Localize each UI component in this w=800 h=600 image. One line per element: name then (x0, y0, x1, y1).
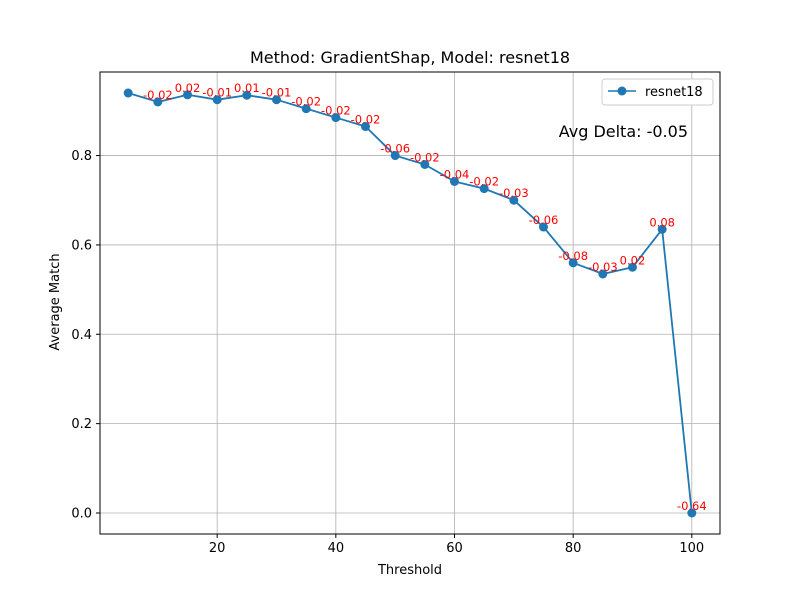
plot-frame (99, 71, 721, 535)
avg-delta-annotation: Avg Delta: -0.05 (559, 122, 688, 141)
legend-label: resnet18 (645, 85, 703, 100)
delta-label: -0.03 (588, 260, 618, 274)
y-axis-label: Average Match (48, 253, 63, 350)
delta-label: -0.02 (469, 175, 499, 189)
data-point (657, 224, 667, 234)
data-point (272, 95, 282, 105)
delta-label: -0.08 (558, 249, 588, 263)
y-tick-label: 0.0 (71, 507, 92, 522)
delta-label: 0.02 (620, 253, 646, 267)
delta-label: 0.08 (649, 215, 675, 229)
x-tick-label: 100 (679, 541, 704, 556)
data-point (331, 113, 341, 123)
delta-label: -0.06 (380, 142, 410, 156)
x-tick-label: 60 (446, 541, 463, 556)
plot-series (123, 88, 697, 518)
data-point (687, 508, 697, 518)
data-point (509, 195, 519, 205)
data-point (242, 90, 252, 100)
data-point (449, 176, 459, 186)
data-point (420, 159, 430, 169)
delta-label: -0.04 (440, 167, 470, 181)
data-point (153, 97, 163, 107)
delta-label: -0.02 (351, 113, 381, 127)
data-point (479, 184, 489, 194)
series-line-resnet18 (127, 92, 693, 514)
data-point (361, 122, 371, 132)
data-point (183, 90, 193, 100)
y-tick-label: 0.6 (71, 238, 92, 253)
y-axis-ticks: 0.0 0.2 0.4 0.6 0.8 (71, 149, 100, 522)
delta-label: -0.01 (262, 86, 292, 100)
x-tick-label: 40 (328, 541, 345, 556)
delta-label: 0.01 (234, 81, 260, 95)
delta-label: 0.02 (175, 81, 201, 95)
data-point (301, 104, 311, 114)
legend-marker-icon (617, 86, 627, 96)
delta-label: -0.01 (202, 86, 232, 100)
x-tick-label: 20 (209, 541, 226, 556)
delta-label: -0.06 (529, 213, 559, 227)
data-point (212, 95, 222, 105)
grid-lines (100, 72, 720, 534)
y-tick-label: 0.8 (71, 149, 92, 164)
x-tick-label: 80 (565, 541, 582, 556)
legend-box (601, 78, 714, 106)
x-axis-label: Threshold (377, 563, 442, 578)
data-point (123, 88, 133, 98)
delta-labels: -0.020.02 -0.01 0.01 -0.01-0.02-0.02-0.02-0… (143, 81, 707, 513)
delta-label: -0.02 (410, 150, 440, 164)
chart-title: Method: GradientShap, Model: resnet18 (250, 48, 570, 67)
data-point (598, 269, 608, 279)
delta-label: -0.64 (677, 499, 707, 513)
delta-label: -0.02 (321, 104, 351, 118)
delta-label: -0.03 (499, 186, 529, 200)
data-point (568, 258, 578, 268)
data-point (390, 151, 400, 161)
delta-label: -0.02 (143, 88, 173, 102)
x-axis-ticks: 20 40 60 80 100 (209, 534, 704, 556)
delta-label: -0.02 (291, 95, 321, 109)
y-tick-label: 0.2 (71, 417, 92, 432)
legend: resnet18 (601, 78, 714, 106)
data-point (538, 222, 548, 232)
y-tick-label: 0.4 (71, 328, 92, 343)
data-point (627, 262, 637, 272)
